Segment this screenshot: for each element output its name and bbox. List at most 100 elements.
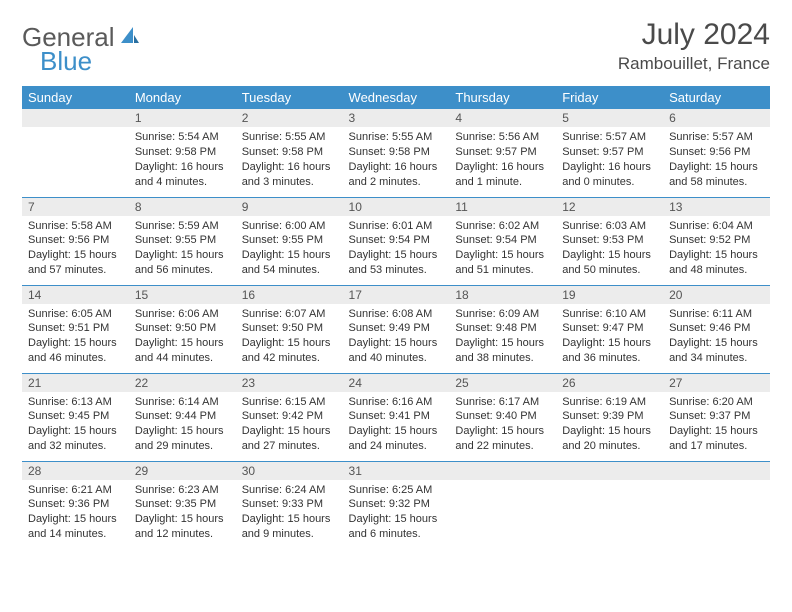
cell-body: Sunrise: 6:16 AMSunset: 9:41 PMDaylight:… (343, 392, 450, 460)
calendar-cell: 6Sunrise: 5:57 AMSunset: 9:56 PMDaylight… (663, 109, 770, 197)
sunrise-text: Sunrise: 6:06 AM (135, 307, 230, 322)
cell-body: Sunrise: 5:54 AMSunset: 9:58 PMDaylight:… (129, 127, 236, 195)
daylight-text: Daylight: 16 hours and 1 minute. (455, 160, 550, 190)
daylight-text: Daylight: 16 hours and 3 minutes. (242, 160, 337, 190)
calendar-cell: 11Sunrise: 6:02 AMSunset: 9:54 PMDayligh… (449, 197, 556, 285)
day-number: 11 (449, 198, 556, 216)
sunset-text: Sunset: 9:56 PM (28, 233, 123, 248)
cell-body: Sunrise: 6:10 AMSunset: 9:47 PMDaylight:… (556, 304, 663, 372)
calendar-cell: 26Sunrise: 6:19 AMSunset: 9:39 PMDayligh… (556, 373, 663, 461)
day-number: 28 (22, 462, 129, 480)
sunset-text: Sunset: 9:44 PM (135, 409, 230, 424)
cell-body: Sunrise: 6:14 AMSunset: 9:44 PMDaylight:… (129, 392, 236, 460)
sunset-text: Sunset: 9:54 PM (455, 233, 550, 248)
weekday-header: Friday (556, 86, 663, 109)
daylight-text: Daylight: 15 hours and 9 minutes. (242, 512, 337, 542)
cell-body: Sunrise: 5:59 AMSunset: 9:55 PMDaylight:… (129, 216, 236, 284)
cell-body (449, 480, 556, 540)
daylight-text: Daylight: 15 hours and 36 minutes. (562, 336, 657, 366)
sunrise-text: Sunrise: 6:05 AM (28, 307, 123, 322)
sunset-text: Sunset: 9:53 PM (562, 233, 657, 248)
daylight-text: Daylight: 15 hours and 42 minutes. (242, 336, 337, 366)
calendar-cell: 14Sunrise: 6:05 AMSunset: 9:51 PMDayligh… (22, 285, 129, 373)
sunrise-text: Sunrise: 5:57 AM (562, 130, 657, 145)
sunrise-text: Sunrise: 6:14 AM (135, 395, 230, 410)
calendar-cell (663, 461, 770, 549)
cell-body: Sunrise: 6:02 AMSunset: 9:54 PMDaylight:… (449, 216, 556, 284)
sunrise-text: Sunrise: 6:13 AM (28, 395, 123, 410)
sunset-text: Sunset: 9:32 PM (349, 497, 444, 512)
cell-body (22, 127, 129, 187)
sunset-text: Sunset: 9:50 PM (242, 321, 337, 336)
calendar-cell: 31Sunrise: 6:25 AMSunset: 9:32 PMDayligh… (343, 461, 450, 549)
cell-body: Sunrise: 6:13 AMSunset: 9:45 PMDaylight:… (22, 392, 129, 460)
day-number: 16 (236, 286, 343, 304)
sunrise-text: Sunrise: 6:25 AM (349, 483, 444, 498)
calendar-cell: 24Sunrise: 6:16 AMSunset: 9:41 PMDayligh… (343, 373, 450, 461)
cell-body: Sunrise: 6:24 AMSunset: 9:33 PMDaylight:… (236, 480, 343, 548)
day-number: 6 (663, 109, 770, 127)
sunrise-text: Sunrise: 5:55 AM (242, 130, 337, 145)
sunrise-text: Sunrise: 6:23 AM (135, 483, 230, 498)
cell-body: Sunrise: 6:09 AMSunset: 9:48 PMDaylight:… (449, 304, 556, 372)
calendar-cell: 10Sunrise: 6:01 AMSunset: 9:54 PMDayligh… (343, 197, 450, 285)
sunset-text: Sunset: 9:41 PM (349, 409, 444, 424)
cell-body: Sunrise: 6:21 AMSunset: 9:36 PMDaylight:… (22, 480, 129, 548)
calendar-cell: 5Sunrise: 5:57 AMSunset: 9:57 PMDaylight… (556, 109, 663, 197)
daylight-text: Daylight: 15 hours and 32 minutes. (28, 424, 123, 454)
cell-body: Sunrise: 6:25 AMSunset: 9:32 PMDaylight:… (343, 480, 450, 548)
calendar-cell: 17Sunrise: 6:08 AMSunset: 9:49 PMDayligh… (343, 285, 450, 373)
sunset-text: Sunset: 9:52 PM (669, 233, 764, 248)
day-number: 26 (556, 374, 663, 392)
day-number: 10 (343, 198, 450, 216)
calendar-cell: 2Sunrise: 5:55 AMSunset: 9:58 PMDaylight… (236, 109, 343, 197)
calendar-cell: 18Sunrise: 6:09 AMSunset: 9:48 PMDayligh… (449, 285, 556, 373)
cell-body (556, 480, 663, 540)
daylight-text: Daylight: 15 hours and 27 minutes. (242, 424, 337, 454)
day-number: 13 (663, 198, 770, 216)
sunrise-text: Sunrise: 6:09 AM (455, 307, 550, 322)
daylight-text: Daylight: 15 hours and 20 minutes. (562, 424, 657, 454)
day-number: 5 (556, 109, 663, 127)
cell-body: Sunrise: 5:55 AMSunset: 9:58 PMDaylight:… (343, 127, 450, 195)
calendar-cell (22, 109, 129, 197)
weekday-header: Thursday (449, 86, 556, 109)
daylight-text: Daylight: 16 hours and 0 minutes. (562, 160, 657, 190)
daylight-text: Daylight: 15 hours and 51 minutes. (455, 248, 550, 278)
calendar-cell: 30Sunrise: 6:24 AMSunset: 9:33 PMDayligh… (236, 461, 343, 549)
calendar-cell: 22Sunrise: 6:14 AMSunset: 9:44 PMDayligh… (129, 373, 236, 461)
daylight-text: Daylight: 15 hours and 38 minutes. (455, 336, 550, 366)
calendar-cell: 13Sunrise: 6:04 AMSunset: 9:52 PMDayligh… (663, 197, 770, 285)
calendar-row: 7Sunrise: 5:58 AMSunset: 9:56 PMDaylight… (22, 197, 770, 285)
weekday-header: Saturday (663, 86, 770, 109)
daylight-text: Daylight: 15 hours and 58 minutes. (669, 160, 764, 190)
sunrise-text: Sunrise: 6:19 AM (562, 395, 657, 410)
title-block: July 2024 Rambouillet, France (618, 18, 770, 74)
daylight-text: Daylight: 15 hours and 57 minutes. (28, 248, 123, 278)
calendar-cell: 8Sunrise: 5:59 AMSunset: 9:55 PMDaylight… (129, 197, 236, 285)
cell-body: Sunrise: 6:00 AMSunset: 9:55 PMDaylight:… (236, 216, 343, 284)
cell-body: Sunrise: 6:01 AMSunset: 9:54 PMDaylight:… (343, 216, 450, 284)
sunset-text: Sunset: 9:33 PM (242, 497, 337, 512)
cell-body: Sunrise: 6:20 AMSunset: 9:37 PMDaylight:… (663, 392, 770, 460)
daylight-text: Daylight: 16 hours and 2 minutes. (349, 160, 444, 190)
sunset-text: Sunset: 9:55 PM (242, 233, 337, 248)
calendar-cell: 20Sunrise: 6:11 AMSunset: 9:46 PMDayligh… (663, 285, 770, 373)
month-title: July 2024 (618, 18, 770, 52)
sunrise-text: Sunrise: 6:03 AM (562, 219, 657, 234)
daylight-text: Daylight: 15 hours and 29 minutes. (135, 424, 230, 454)
cell-body: Sunrise: 6:19 AMSunset: 9:39 PMDaylight:… (556, 392, 663, 460)
calendar-row: 21Sunrise: 6:13 AMSunset: 9:45 PMDayligh… (22, 373, 770, 461)
sunset-text: Sunset: 9:39 PM (562, 409, 657, 424)
calendar-cell: 19Sunrise: 6:10 AMSunset: 9:47 PMDayligh… (556, 285, 663, 373)
cell-body: Sunrise: 6:03 AMSunset: 9:53 PMDaylight:… (556, 216, 663, 284)
sunrise-text: Sunrise: 5:58 AM (28, 219, 123, 234)
sunrise-text: Sunrise: 6:16 AM (349, 395, 444, 410)
calendar-cell: 7Sunrise: 5:58 AMSunset: 9:56 PMDaylight… (22, 197, 129, 285)
calendar-cell: 16Sunrise: 6:07 AMSunset: 9:50 PMDayligh… (236, 285, 343, 373)
calendar-row: 1Sunrise: 5:54 AMSunset: 9:58 PMDaylight… (22, 109, 770, 197)
calendar-cell: 4Sunrise: 5:56 AMSunset: 9:57 PMDaylight… (449, 109, 556, 197)
day-number: 2 (236, 109, 343, 127)
day-number: 24 (343, 374, 450, 392)
calendar-cell (449, 461, 556, 549)
